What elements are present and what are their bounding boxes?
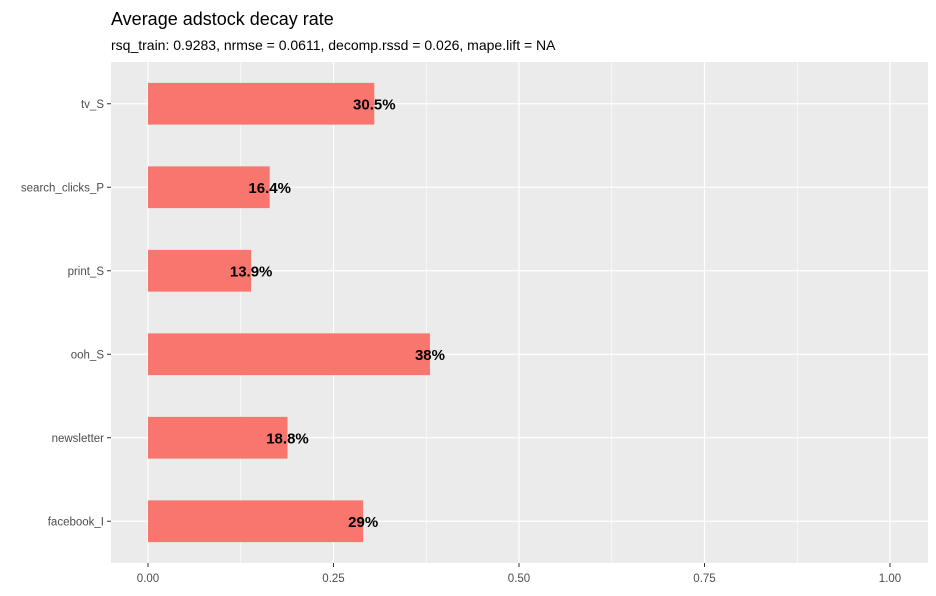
y-tick-label: print_S (68, 266, 105, 278)
x-tick-label: 0.00 (137, 573, 159, 585)
bar-label-print_S: 13.9% (230, 263, 273, 280)
y-tick-label: facebook_I (48, 516, 104, 528)
y-tick-label: newsletter (52, 433, 105, 445)
y-tick-label: tv_S (81, 99, 104, 111)
bar-labels: 30.5% 16.4% 13.9% 38% 18.8% 29% (230, 96, 445, 531)
bar-tv_S (148, 82, 375, 125)
bar-facebook_I (148, 500, 364, 543)
chart-title: Average adstock decay rate (111, 9, 334, 29)
bar-print_S (148, 249, 252, 292)
chart-subtitle: rsq_train: 0.9283, nrmse = 0.0611, decom… (111, 37, 556, 53)
bar-label-facebook_I: 29% (348, 514, 378, 531)
x-axis: 0.00 0.25 0.50 0.75 1.00 (137, 563, 901, 585)
x-tick-label: 0.25 (322, 573, 344, 585)
y-tick-label: search_clicks_P (21, 182, 104, 194)
bar-newsletter (148, 416, 288, 459)
bar-label-tv_S: 30.5% (353, 96, 396, 113)
bar-search_clicks_P (148, 166, 270, 209)
x-tick-label: 1.00 (879, 573, 901, 585)
bar-label-ooh_S: 38% (415, 347, 445, 364)
bar-label-newsletter: 18.8% (266, 430, 309, 447)
x-tick-label: 0.75 (693, 573, 715, 585)
y-axis: tv_S search_clicks_P print_S ooh_S newslette… (21, 99, 111, 528)
bars (148, 82, 430, 543)
x-tick-label: 0.50 (508, 573, 530, 585)
bar-label-search_clicks_P: 16.4% (248, 180, 291, 197)
y-tick-label: ooh_S (71, 349, 105, 361)
bar-ooh_S (148, 333, 430, 376)
grid-minor (240, 62, 798, 563)
